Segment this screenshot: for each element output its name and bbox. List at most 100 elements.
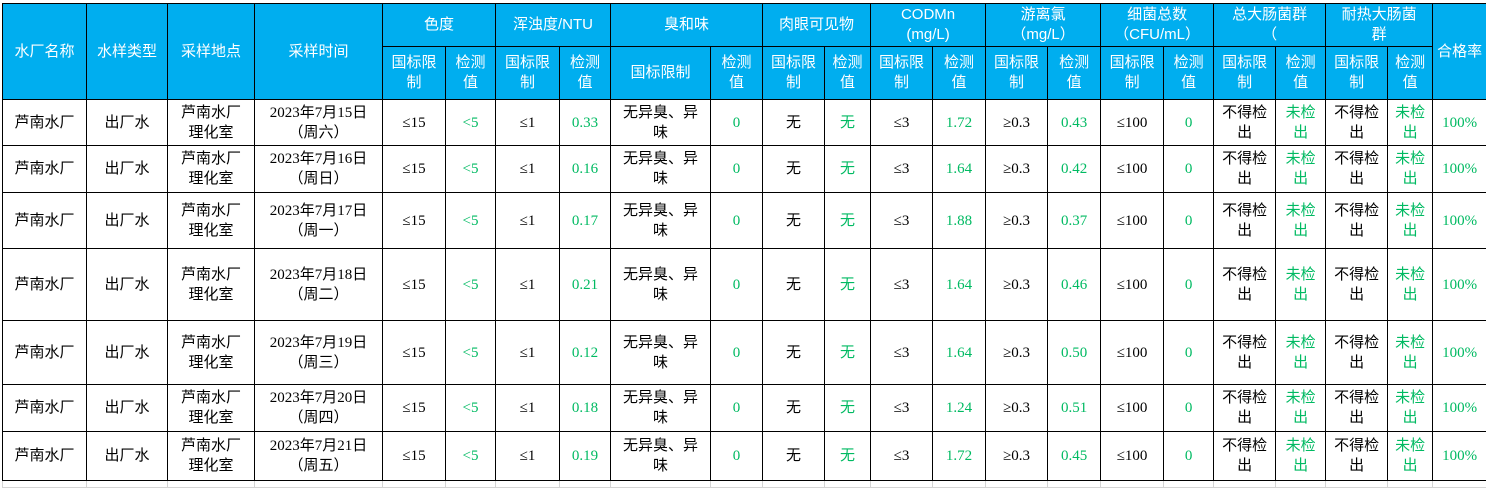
cell-sampling-location[interactable]: 芦南水厂 理化室 bbox=[167, 145, 255, 193]
cell-turbidity-limit[interactable]: ≤1 bbox=[495, 248, 561, 321]
cell-visible-limit[interactable]: 无 bbox=[762, 99, 826, 146]
header-cell-sample-type[interactable]: 水样类型 bbox=[86, 3, 168, 100]
cell-odor-value[interactable]: 0 bbox=[710, 99, 764, 146]
cell-turbidity-limit[interactable]: ≤1 bbox=[495, 145, 561, 193]
cell-chroma-limit[interactable]: ≤15 bbox=[382, 99, 446, 146]
header-cell-turbidity-value[interactable]: 检测 值 bbox=[559, 46, 612, 100]
cell-pass-rate[interactable]: 100% bbox=[1432, 248, 1486, 321]
cell-codmn-value[interactable]: 1.72 bbox=[932, 99, 987, 146]
header-cell-visible-limit[interactable]: 国标限 制 bbox=[762, 46, 826, 100]
cell-chlorine-limit[interactable]: ≥0.3 bbox=[985, 192, 1049, 249]
cell-codmn-value[interactable]: 1.72 bbox=[932, 431, 987, 481]
cell-codmn-limit[interactable]: ≤3 bbox=[870, 320, 934, 385]
cell-visible-limit[interactable]: 无 bbox=[762, 248, 826, 321]
cell-coliform-value[interactable]: 未检 出 bbox=[1275, 431, 1327, 481]
header-cell-chlorine-value[interactable]: 检测 值 bbox=[1047, 46, 1102, 100]
cell-codmn-limit[interactable]: ≤3 bbox=[870, 192, 934, 249]
cell-turbidity-value[interactable]: 0.33 bbox=[559, 99, 612, 146]
cell-turbidity-value[interactable]: 0.21 bbox=[559, 248, 612, 321]
cell-sampling-time[interactable]: 2023年7月20日 （周四） bbox=[254, 384, 383, 432]
cell-sample-type[interactable]: 出厂水 bbox=[86, 248, 168, 321]
cell-coliform-value[interactable]: 未检 出 bbox=[1275, 192, 1327, 249]
cell-visible-value[interactable]: 无 bbox=[824, 99, 872, 146]
cell-thermo-limit[interactable]: 不得检 出 bbox=[1325, 320, 1389, 385]
cell-chroma-limit[interactable]: ≤15 bbox=[382, 145, 446, 193]
cell-chroma-value[interactable]: <5 bbox=[444, 248, 497, 321]
cell-thermo-limit[interactable]: 不得检 出 bbox=[1325, 431, 1389, 481]
cell-turbidity-value[interactable]: 0.16 bbox=[559, 145, 612, 193]
cell-sampling-time[interactable]: 2023年7月15日 （周六） bbox=[254, 99, 383, 146]
cell-thermo-value[interactable]: 未检 出 bbox=[1387, 431, 1434, 481]
cell-chlorine-value[interactable]: 0.50 bbox=[1047, 320, 1102, 385]
cell-chlorine-limit[interactable]: ≥0.3 bbox=[985, 248, 1049, 321]
cell-coliform-limit[interactable]: 不得检 出 bbox=[1213, 248, 1277, 321]
cell-chroma-value[interactable]: <5 bbox=[444, 99, 497, 146]
cell-sampling-location[interactable]: 芦南水厂 理化室 bbox=[167, 248, 255, 321]
cell-odor-value[interactable]: 0 bbox=[710, 384, 764, 432]
cell-turbidity-value[interactable]: 0.17 bbox=[559, 192, 612, 249]
cell-odor-value[interactable]: 0 bbox=[710, 248, 764, 321]
cell-bacteria-limit[interactable]: ≤100 bbox=[1100, 384, 1165, 432]
cell-chlorine-value[interactable]: 0.46 bbox=[1047, 248, 1102, 321]
cell-coliform-limit[interactable]: 不得检 出 bbox=[1213, 99, 1277, 146]
cell-chlorine-value[interactable]: 0.42 bbox=[1047, 145, 1102, 193]
cell-plant-name[interactable]: 芦南水厂 bbox=[2, 248, 87, 321]
header-cell-thermo-value[interactable]: 检测 值 bbox=[1387, 46, 1434, 100]
header-cell-thermo-limit[interactable]: 国标限 制 bbox=[1325, 46, 1389, 100]
header-group-bacteria-count[interactable]: 细菌总数 （CFU/mL） bbox=[1100, 3, 1215, 47]
cell-visible-limit[interactable]: 无 bbox=[762, 192, 826, 249]
cell-codmn-limit[interactable]: ≤3 bbox=[870, 431, 934, 481]
cell-chlorine-limit[interactable]: ≥0.3 bbox=[985, 99, 1049, 146]
cell-bacteria-limit[interactable]: ≤100 bbox=[1100, 320, 1165, 385]
cell-coliform-limit[interactable]: 不得检 出 bbox=[1213, 320, 1277, 385]
cell-chlorine-limit[interactable]: ≥0.3 bbox=[985, 431, 1049, 481]
header-cell-sampling-location[interactable]: 采样地点 bbox=[167, 3, 255, 100]
cell-chroma-value[interactable]: <5 bbox=[444, 192, 497, 249]
header-group-odor[interactable]: 臭和味 bbox=[610, 3, 764, 47]
cell-thermo-value[interactable]: 未检 出 bbox=[1387, 384, 1434, 432]
header-cell-visible-value[interactable]: 检测 值 bbox=[824, 46, 872, 100]
header-cell-turbidity-limit[interactable]: 国标限 制 bbox=[495, 46, 561, 100]
header-group-free-chlorine[interactable]: 游离氯 （mg/L） bbox=[985, 3, 1102, 47]
header-group-visible-matter[interactable]: 肉眼可见物 bbox=[762, 3, 872, 47]
cell-thermo-limit[interactable]: 不得检 出 bbox=[1325, 99, 1389, 146]
cell-coliform-value[interactable]: 未检 出 bbox=[1275, 384, 1327, 432]
cell-sampling-location[interactable]: 芦南水厂 理化室 bbox=[167, 99, 255, 146]
cell-bacteria-limit[interactable]: ≤100 bbox=[1100, 248, 1165, 321]
header-cell-chroma-limit[interactable]: 国标限 制 bbox=[382, 46, 446, 100]
cell-bacteria-value[interactable]: 0 bbox=[1163, 320, 1215, 385]
cell-thermo-limit[interactable]: 不得检 出 bbox=[1325, 248, 1389, 321]
cell-turbidity-value[interactable]: 0.18 bbox=[559, 384, 612, 432]
cell-coliform-value[interactable]: 未检 出 bbox=[1275, 99, 1327, 146]
cell-thermo-value[interactable]: 未检 出 bbox=[1387, 145, 1434, 193]
cell-coliform-limit[interactable]: 不得检 出 bbox=[1213, 431, 1277, 481]
cell-pass-rate[interactable]: 100% bbox=[1432, 192, 1486, 249]
cell-visible-value[interactable]: 无 bbox=[824, 192, 872, 249]
cell-plant-name[interactable]: 芦南水厂 bbox=[2, 145, 87, 193]
cell-sample-type[interactable]: 出厂水 bbox=[86, 384, 168, 432]
cell-odor-limit[interactable]: 无异臭、异 味 bbox=[610, 99, 712, 146]
cell-bacteria-limit[interactable]: ≤100 bbox=[1100, 145, 1165, 193]
cell-thermo-value[interactable]: 未检 出 bbox=[1387, 248, 1434, 321]
cell-chlorine-value[interactable]: 0.51 bbox=[1047, 384, 1102, 432]
cell-turbidity-value[interactable]: 0.19 bbox=[559, 431, 612, 481]
cell-sample-type[interactable]: 出厂水 bbox=[86, 99, 168, 146]
cell-coliform-value[interactable]: 未检 出 bbox=[1275, 145, 1327, 193]
cell-plant-name[interactable]: 芦南水厂 bbox=[2, 431, 87, 481]
header-group-turbidity[interactable]: 浑浊度/NTU bbox=[495, 3, 612, 47]
cell-pass-rate[interactable]: 100% bbox=[1432, 431, 1486, 481]
cell-turbidity-limit[interactable]: ≤1 bbox=[495, 320, 561, 385]
header-cell-chroma-value[interactable]: 检测 值 bbox=[444, 46, 497, 100]
cell-chroma-limit[interactable]: ≤15 bbox=[382, 320, 446, 385]
cell-turbidity-limit[interactable]: ≤1 bbox=[495, 384, 561, 432]
header-group-thermotolerant-coliform[interactable]: 耐热大肠菌 群 bbox=[1325, 3, 1434, 47]
cell-codmn-limit[interactable]: ≤3 bbox=[870, 384, 934, 432]
cell-codmn-value[interactable]: 1.64 bbox=[932, 145, 987, 193]
cell-sampling-time[interactable]: 2023年7月16日 （周日） bbox=[254, 145, 383, 193]
cell-bacteria-value[interactable]: 0 bbox=[1163, 431, 1215, 481]
header-cell-bacteria-limit[interactable]: 国标限 制 bbox=[1100, 46, 1165, 100]
cell-visible-limit[interactable]: 无 bbox=[762, 431, 826, 481]
header-group-codmn[interactable]: CODMn (mg/L) bbox=[870, 3, 987, 47]
cell-codmn-limit[interactable]: ≤3 bbox=[870, 248, 934, 321]
cell-sample-type[interactable]: 出厂水 bbox=[86, 320, 168, 385]
